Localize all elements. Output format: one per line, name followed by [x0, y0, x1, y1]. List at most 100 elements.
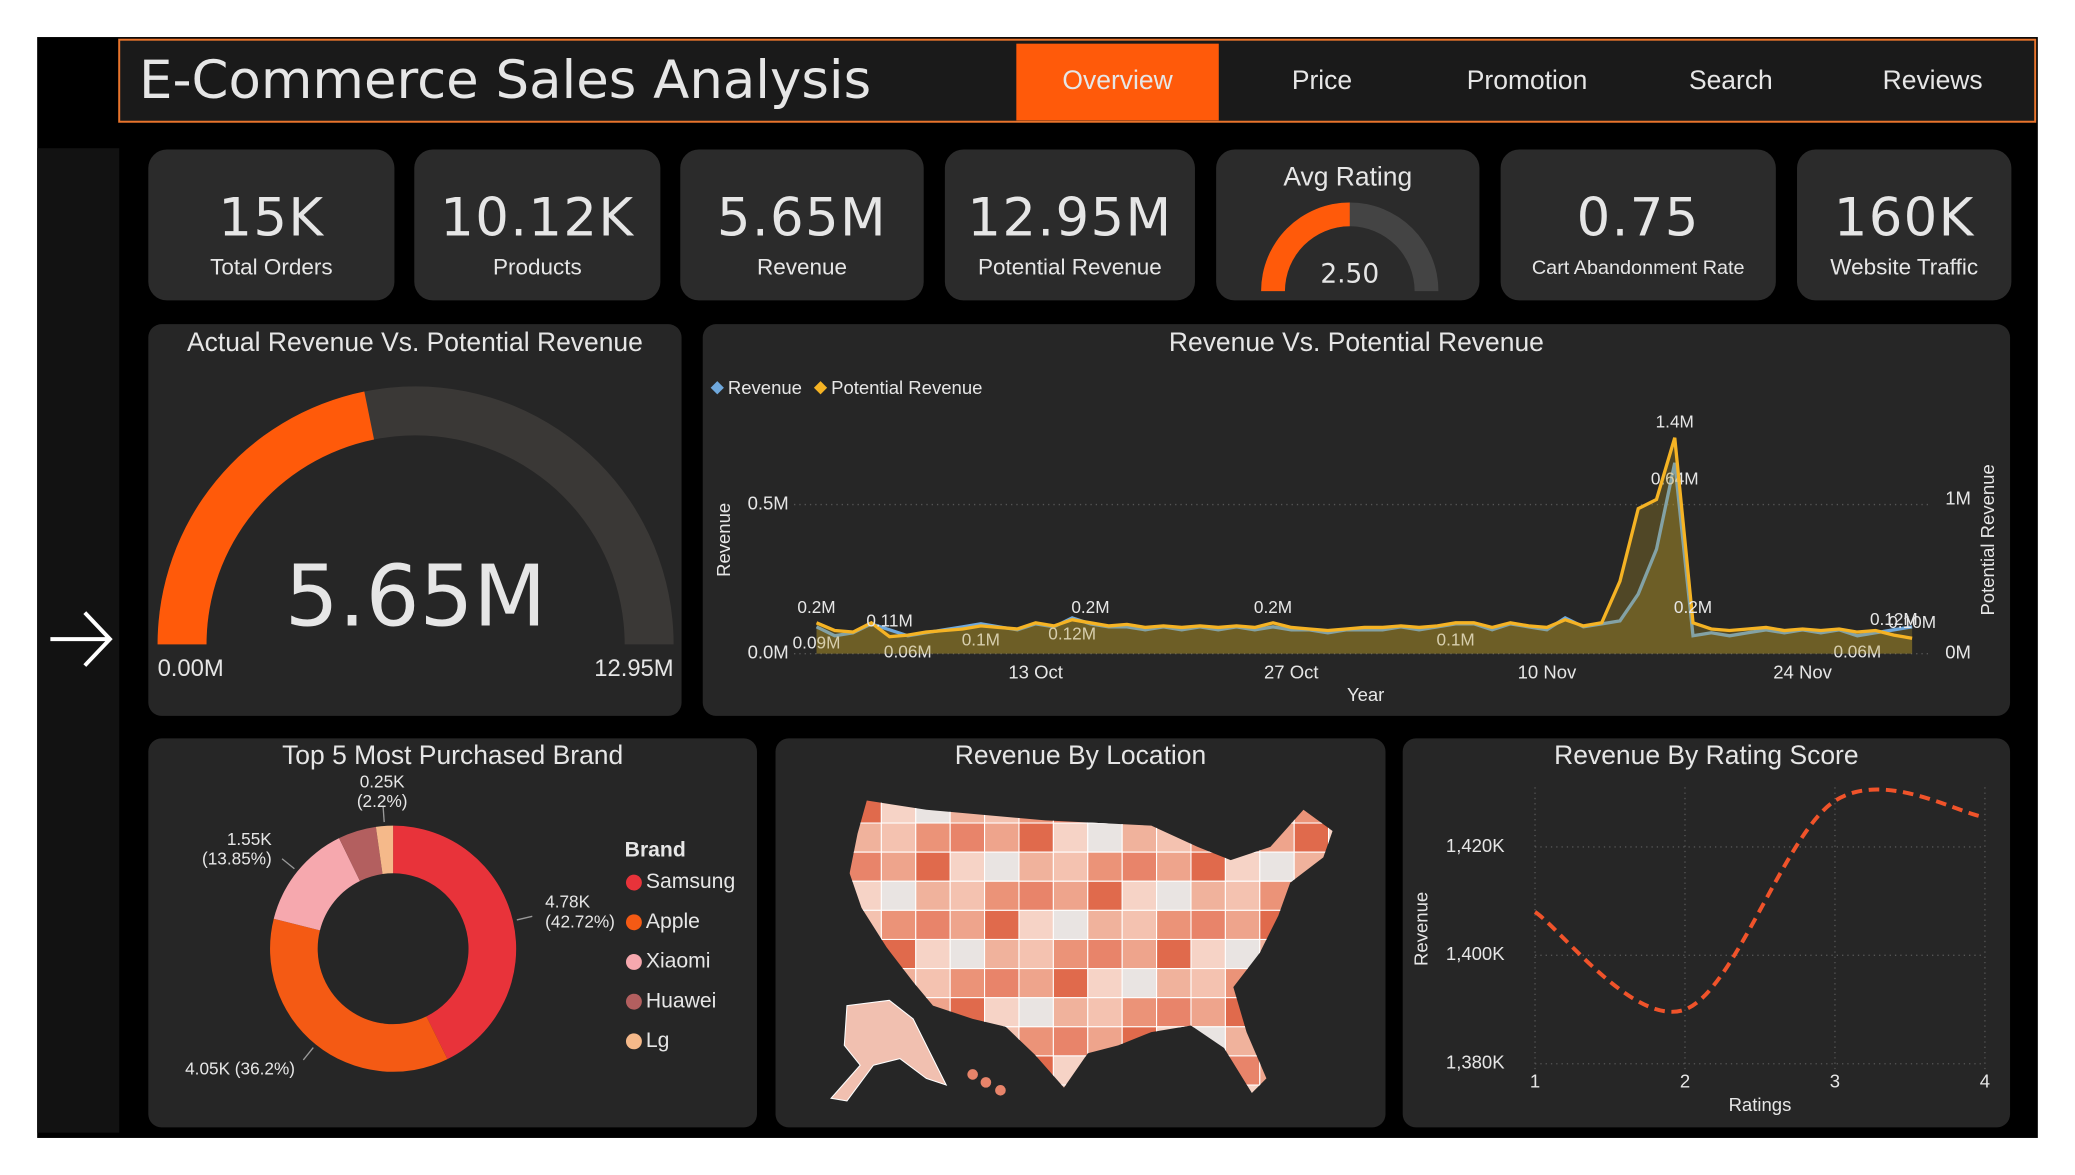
- kpi-card: [148, 149, 395, 301]
- legend-marker: [813, 381, 828, 395]
- panel: [1402, 738, 2011, 1128]
- donut-slice: [375, 825, 394, 875]
- chart-title: Revenue By Location: [955, 740, 1206, 770]
- area: [816, 437, 1913, 654]
- tab[interactable]: Promotion: [1467, 65, 1588, 95]
- legend-label: Potential Revenue: [831, 377, 982, 398]
- state: [1087, 909, 1123, 940]
- gauge-value: [157, 391, 375, 645]
- state: [915, 909, 951, 940]
- leader-line: [516, 915, 533, 921]
- data-label: 4.78K (42.72%): [545, 891, 615, 931]
- gauge-label: 5.65M: [285, 546, 547, 645]
- x-axis-label: Year: [1347, 684, 1384, 705]
- chart-title: Avg Rating: [1283, 162, 1412, 192]
- y2-tick-label: 0M: [1945, 642, 1971, 663]
- state: [949, 909, 986, 940]
- state: [1018, 938, 1054, 970]
- leader-line: [302, 1047, 314, 1061]
- y-axis-label: Revenue: [713, 503, 734, 577]
- state: [880, 822, 917, 853]
- data-label: 0.2M: [1674, 597, 1712, 617]
- kpi-card: [944, 149, 1195, 301]
- state: [915, 938, 951, 970]
- state: [1121, 822, 1158, 853]
- gauge-value: [1261, 202, 1350, 292]
- state: [1018, 851, 1054, 882]
- state: [1121, 851, 1158, 882]
- line: [1533, 787, 1986, 1014]
- data-label: 0.06M: [884, 642, 932, 662]
- state: [984, 880, 1020, 911]
- legend-marker: [710, 381, 724, 395]
- leader-line: [281, 858, 295, 870]
- x-axis-label: Ratings: [1729, 1094, 1792, 1115]
- state: [1052, 822, 1089, 853]
- chart-title: Actual Revenue Vs. Potential Revenue: [187, 327, 643, 357]
- content: 15K Total Orders 10.12K Products 5.65M Revenu…: [148, 149, 2012, 1128]
- kpi-card: [414, 149, 661, 301]
- chart-title: Top 5 Most Purchased Brand: [282, 740, 623, 770]
- tab[interactable]: Reviews: [1883, 65, 1983, 95]
- kpi-value: 10.12K: [440, 188, 634, 249]
- state: [1087, 880, 1123, 911]
- chart-title: Revenue Vs. Potential Revenue: [1169, 327, 1544, 357]
- panel: [148, 324, 682, 716]
- gauge-range-label: 0.00M: [158, 655, 224, 682]
- alaska: [830, 999, 948, 1102]
- legend-swatch: [625, 954, 642, 970]
- data-label: 0.09M: [793, 633, 841, 653]
- state: [1156, 997, 1192, 1028]
- data-label: 1.55K (13.85%): [202, 828, 272, 868]
- state: [1190, 938, 1226, 970]
- legend-title: Brand: [625, 838, 686, 861]
- kpi-label: Products: [493, 255, 582, 280]
- x-tick-label: 24 Nov: [1773, 661, 1832, 682]
- data-label: 0.12M: [1870, 609, 1918, 629]
- legend-swatch: [625, 993, 642, 1010]
- tab[interactable]: Overview: [1062, 65, 1173, 95]
- tab[interactable]: Search: [1689, 65, 1773, 95]
- y2-axis-label: Potential Revenue: [1977, 464, 1998, 615]
- kpi-card: [1797, 149, 2012, 301]
- state: [1052, 968, 1089, 999]
- donut-slice: [339, 826, 383, 881]
- panel: [148, 738, 757, 1128]
- state: [1190, 851, 1226, 882]
- state: [1018, 822, 1054, 853]
- nav-arrow[interactable]: [50, 611, 113, 667]
- state: [1087, 938, 1123, 970]
- donut-slice: [393, 825, 517, 1060]
- legend-swatch: [625, 874, 642, 891]
- state: [1018, 909, 1054, 940]
- leader-line: [382, 806, 385, 823]
- state: [1224, 851, 1261, 882]
- state: [1087, 968, 1123, 999]
- tab[interactable]: Price: [1292, 65, 1352, 95]
- kpi-value: 5.65M: [717, 188, 887, 249]
- x-tick-label: 4: [1980, 1070, 1990, 1091]
- x-tick-label: 27 Oct: [1264, 661, 1319, 682]
- state: [949, 938, 986, 970]
- state: [915, 822, 951, 853]
- state: [880, 880, 917, 911]
- state: [1259, 851, 1295, 882]
- state: [1121, 938, 1158, 970]
- kpi-label: Revenue: [757, 255, 847, 280]
- kpi-label: Website Traffic: [1830, 255, 1978, 280]
- state: [1087, 997, 1123, 1028]
- panel: [702, 324, 2011, 716]
- x-tick-label: 10 Nov: [1518, 661, 1577, 682]
- y-tick-label: 1,420K: [1446, 835, 1505, 856]
- state: [1121, 880, 1158, 911]
- y-tick-label: 1,400K: [1446, 943, 1505, 964]
- state: [984, 909, 1020, 940]
- gauge-range-label: 12.95M: [594, 655, 673, 682]
- state: [915, 851, 951, 882]
- data-label: 0.1M: [1437, 630, 1475, 650]
- state: [949, 880, 986, 911]
- state: [984, 851, 1020, 882]
- kpi-label: Total Orders: [210, 255, 332, 280]
- state: [949, 851, 986, 882]
